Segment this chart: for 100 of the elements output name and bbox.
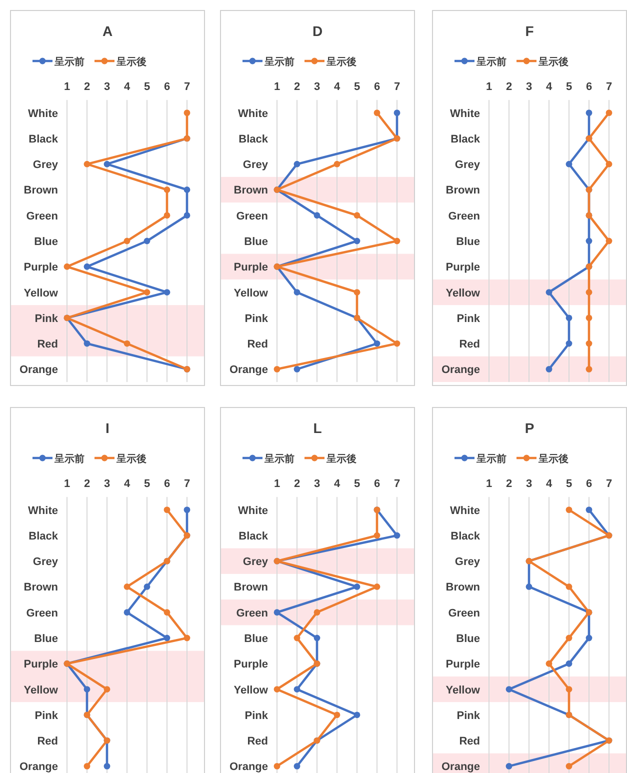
point <box>294 160 300 168</box>
x-tick-label: 6 <box>164 81 170 93</box>
point <box>586 366 592 372</box>
x-tick-label: 5 <box>144 478 150 490</box>
y-tick-label: Red <box>459 736 480 748</box>
point <box>394 238 400 244</box>
x-tick-label: 5 <box>144 81 150 93</box>
point <box>294 686 300 692</box>
point <box>354 212 360 219</box>
point <box>274 686 280 692</box>
point <box>586 314 592 322</box>
point <box>314 212 320 219</box>
point <box>354 238 360 244</box>
x-tick-label: 1 <box>274 478 280 490</box>
x-tick-label: 4 <box>124 478 131 490</box>
point <box>274 609 280 616</box>
point <box>606 238 612 244</box>
chart-title: A <box>102 23 113 39</box>
x-tick-label: 6 <box>374 478 380 490</box>
y-tick-label: Orange <box>441 761 480 773</box>
y-tick-label: Brown <box>446 184 480 197</box>
chart-title: F <box>525 23 534 39</box>
point <box>164 186 170 193</box>
y-tick-label: Pink <box>456 710 481 722</box>
y-tick-label: Brown <box>234 184 268 197</box>
y-tick-label: Green <box>26 607 58 620</box>
y-tick-label: White <box>450 504 480 517</box>
x-tick-label: 1 <box>486 478 492 490</box>
y-tick-label: Red <box>247 736 268 748</box>
point <box>184 212 190 219</box>
point <box>184 506 190 514</box>
y-tick-label: Orange <box>441 364 480 376</box>
y-tick-label: Black <box>28 530 59 542</box>
point <box>184 186 190 193</box>
point <box>526 584 532 590</box>
y-tick-label: Black <box>238 530 269 542</box>
point <box>124 584 130 590</box>
y-tick-label: Red <box>37 736 58 748</box>
point <box>84 160 90 168</box>
point <box>566 634 572 642</box>
y-tick-label: Black <box>450 133 481 146</box>
x-tick-label: 7 <box>606 478 612 490</box>
y-tick-label: White <box>28 504 58 517</box>
y-tick-label: Grey <box>454 556 481 568</box>
point <box>354 289 360 296</box>
y-tick-label: Orange <box>19 761 58 773</box>
y-tick-label: Grey <box>32 556 59 568</box>
point <box>586 110 592 116</box>
y-tick-label: Green <box>448 210 480 222</box>
point <box>566 506 572 514</box>
legend-label: 呈示前 <box>54 453 84 465</box>
x-tick-label: 7 <box>184 81 190 93</box>
point <box>374 584 380 590</box>
y-tick-label: Brown <box>234 582 268 594</box>
x-tick-label: 5 <box>354 478 360 490</box>
chart-title: P <box>524 420 534 436</box>
x-tick-label: 7 <box>184 478 190 490</box>
x-tick-label: 7 <box>606 81 612 93</box>
legend-label: 呈示前 <box>54 56 84 68</box>
x-tick-label: 4 <box>334 81 341 93</box>
x-tick-label: 2 <box>84 81 90 93</box>
y-tick-label: Yellow <box>234 684 268 696</box>
y-tick-label: Blue <box>244 236 268 248</box>
y-tick-label: Pink <box>34 312 59 325</box>
point <box>84 686 90 692</box>
x-tick-label: 3 <box>314 478 320 490</box>
x-tick-label: 5 <box>354 81 360 93</box>
legend-label: 呈示後 <box>326 453 356 465</box>
point <box>506 762 512 770</box>
x-tick-label: 1 <box>64 478 70 490</box>
point <box>566 686 572 692</box>
y-tick-label: Purple <box>234 262 268 274</box>
y-tick-label: Grey <box>242 159 269 172</box>
x-tick-label: 2 <box>84 478 90 490</box>
x-tick-label: 5 <box>566 478 572 490</box>
point <box>184 634 190 642</box>
x-tick-label: 2 <box>294 81 300 93</box>
legend-label: 呈示前 <box>476 56 506 68</box>
point <box>394 110 400 116</box>
y-tick-label: Orange <box>229 364 268 376</box>
point <box>104 160 110 168</box>
x-tick-label: 3 <box>104 81 110 93</box>
point <box>334 160 340 168</box>
y-tick-label: Pink <box>244 710 269 722</box>
x-tick-label: 4 <box>546 478 553 490</box>
chart-title: D <box>312 23 323 39</box>
point <box>144 238 150 244</box>
point <box>84 263 90 270</box>
y-tick-label: Grey <box>32 159 59 172</box>
point <box>586 634 592 642</box>
point <box>586 506 592 514</box>
x-tick-label: 5 <box>566 81 572 93</box>
y-tick-label: Pink <box>456 312 481 325</box>
point <box>84 340 90 347</box>
y-tick-label: Brown <box>24 184 58 197</box>
y-tick-label: Brown <box>24 582 58 594</box>
point <box>144 584 150 590</box>
point <box>104 686 110 692</box>
x-tick-label: 4 <box>546 81 553 93</box>
y-tick-label: Brown <box>446 582 480 594</box>
